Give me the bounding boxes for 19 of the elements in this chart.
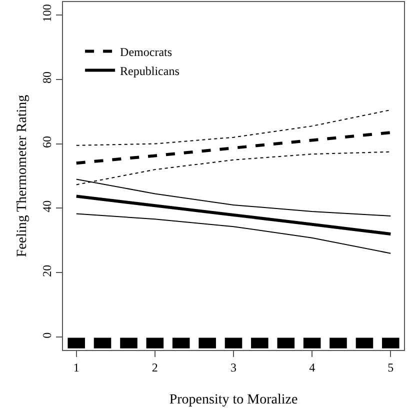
line-series	[76, 109, 392, 146]
y-tick-label: 60	[40, 136, 54, 148]
y-tick-label: 80	[40, 72, 54, 84]
y-tick-label: 0	[40, 332, 54, 338]
x-tick-label: 5	[388, 360, 394, 374]
y-tick-label: 100	[40, 4, 54, 22]
legend-label: Republicans	[120, 64, 180, 78]
legend-label: Democrats	[120, 44, 172, 59]
y-tick-label: 20	[40, 264, 54, 277]
x-tick-label: 3	[230, 360, 236, 374]
line-series	[74, 131, 392, 165]
x-tick-label: 4	[309, 360, 316, 374]
x-axis-title: Propensity to Moralize	[169, 392, 298, 408]
x-tick-label: 2	[152, 360, 158, 374]
y-tick-label: 40	[40, 200, 54, 212]
x-tick-label: 1	[73, 360, 80, 374]
line-series	[76, 213, 392, 254]
y-axis-title: Feeling Thermometer Rating	[14, 94, 30, 258]
line-series	[74, 194, 392, 236]
